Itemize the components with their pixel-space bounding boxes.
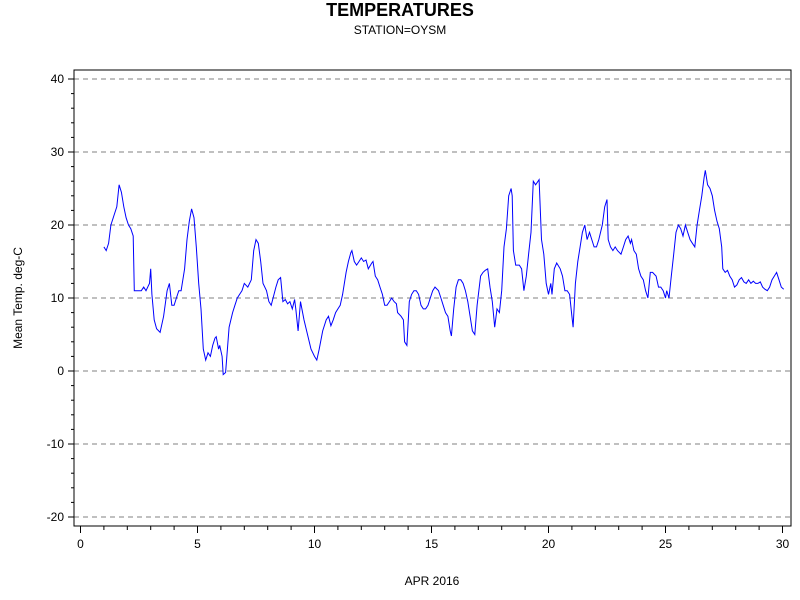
y-tick-label: 20 bbox=[51, 218, 65, 232]
y-minor-ticks bbox=[71, 93, 74, 503]
x-tick-label: 5 bbox=[194, 537, 201, 551]
chart-subtitle: STATION=OYSM bbox=[353, 23, 447, 37]
chart-title: TEMPERATURES bbox=[326, 0, 474, 20]
y-axis-label: Mean Temp. deg-C bbox=[11, 247, 25, 349]
y-axis: -20 -10 0 10 20 30 40 bbox=[47, 72, 74, 524]
x-tick-label: 30 bbox=[776, 537, 790, 551]
x-tick-label: 20 bbox=[542, 537, 556, 551]
y-tick-label: 0 bbox=[57, 364, 64, 378]
x-tick-label: 0 bbox=[77, 537, 84, 551]
y-tick-label: -20 bbox=[47, 510, 65, 524]
x-tick-label: 15 bbox=[425, 537, 439, 551]
y-tick-label: -10 bbox=[47, 437, 65, 451]
y-tick-label: 10 bbox=[51, 291, 65, 305]
y-tick-label: 30 bbox=[51, 145, 65, 159]
grid-lines bbox=[74, 78, 791, 518]
x-axis-label: APR 2016 bbox=[405, 574, 460, 588]
series-line-mean-temp bbox=[103, 170, 785, 376]
x-tick-label: 10 bbox=[308, 537, 322, 551]
x-tick-label: 25 bbox=[659, 537, 673, 551]
x-minor-ticks bbox=[103, 526, 760, 530]
plot-frame bbox=[73, 69, 792, 527]
y-tick-label: 40 bbox=[51, 72, 65, 86]
x-axis: 0 5 10 15 20 25 30 bbox=[77, 526, 789, 551]
